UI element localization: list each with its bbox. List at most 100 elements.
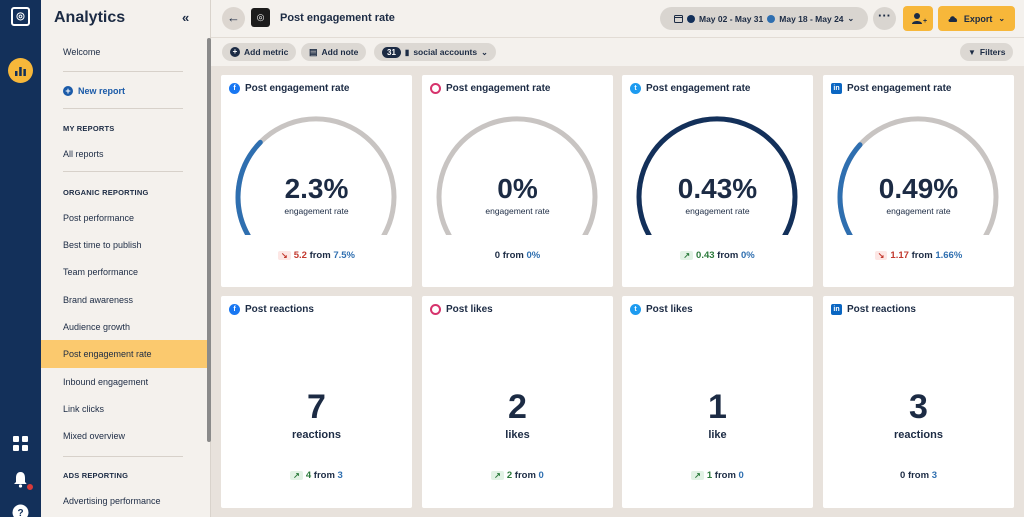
gauge-chart	[636, 116, 798, 235]
from-word: from	[907, 470, 930, 481]
previous-value: 0%	[740, 250, 755, 261]
accounts-count: 31	[382, 46, 401, 58]
from-word: from	[717, 250, 739, 261]
add-metric-label: Add metric	[244, 47, 289, 57]
date-range-picker[interactable]: May 02 - May 31 May 18 - May 24 ⌄	[660, 7, 868, 30]
new-report-button[interactable]: + New report	[63, 86, 125, 96]
metric-label: reactions	[292, 429, 341, 441]
filters-button[interactable]: ▼ Filters	[960, 43, 1014, 61]
count-metric-card: f Post reactions 7 reactions ↗ 4 from 3	[221, 296, 412, 508]
change-value: 1.17	[890, 250, 909, 261]
divider	[63, 171, 183, 172]
plus-icon: +	[63, 86, 73, 96]
card-title: Post engagement rate	[245, 83, 350, 94]
help-icon[interactable]: ?	[11, 503, 30, 517]
left-rail: ◎ ?	[0, 0, 41, 517]
report-toolbar: + Add metric ▤ Add note 31 ▮ social acco…	[211, 38, 1024, 66]
card-header: f Post reactions	[229, 304, 314, 315]
sidebar-item-welcome[interactable]: Welcome	[63, 47, 101, 57]
sidebar-item-advertising-performance[interactable]: Advertising performance	[63, 496, 161, 506]
card-title: Post engagement rate	[646, 83, 751, 94]
from-word: from	[309, 250, 331, 261]
gauge-fill	[636, 116, 798, 235]
gauge-fill	[235, 139, 263, 235]
metric-label: reactions	[894, 429, 943, 441]
analytics-bar-chart-icon[interactable]	[8, 58, 33, 83]
apps-grid-icon[interactable]	[11, 434, 30, 453]
card-header: t Post engagement rate	[630, 83, 750, 94]
more-options-icon[interactable]: ···	[873, 7, 896, 30]
facebook-icon: f	[229, 304, 240, 315]
card-title: Post engagement rate	[847, 83, 952, 94]
add-metric-button[interactable]: + Add metric	[222, 43, 297, 61]
change-value: 4	[305, 470, 312, 481]
count-metric-card: in Post reactions 3 reactions 0 from 3	[823, 296, 1014, 508]
card-header: t Post likes	[630, 304, 693, 315]
engagement-rate-card: in Post engagement rate 0.49% engagement…	[823, 75, 1014, 287]
trend-up-icon: ↗	[680, 251, 694, 260]
twitter-icon: t	[630, 83, 641, 94]
sidebar-item-post-engagement-rate[interactable]: Post engagement rate	[41, 340, 207, 368]
svg-text:?: ?	[17, 508, 23, 517]
sidebar-item-post-performance[interactable]: Post performance	[63, 213, 135, 223]
trend-down-icon: ↘	[874, 251, 888, 260]
share-user-button[interactable]: +	[903, 6, 933, 31]
metric-label: engagement rate	[886, 206, 951, 216]
gauge-chart	[235, 116, 397, 235]
from-word: from	[911, 250, 933, 261]
sidebar-item-best-time[interactable]: Best time to publish	[63, 240, 142, 250]
sidebar-scrollbar[interactable]	[207, 38, 211, 442]
add-note-button[interactable]: ▤ Add note	[301, 43, 367, 61]
comparison: ↗ 4 from 3	[221, 470, 412, 481]
sidebar-item-link-clicks[interactable]: Link clicks	[63, 404, 105, 414]
card-title: Post engagement rate	[446, 83, 551, 94]
card-header: Post engagement rate	[430, 83, 550, 94]
previous-value: 0	[538, 470, 544, 481]
trend-down-icon: ↘	[278, 251, 291, 260]
card-header: Post likes	[430, 304, 493, 315]
comparison: ↘ 1.17 from 1.66%	[823, 250, 1014, 261]
sidebar-item-all-reports[interactable]: All reports	[63, 149, 104, 159]
social-accounts-selector[interactable]: 31 ▮ social accounts ⌄	[374, 43, 496, 61]
card-header: f Post engagement rate	[229, 83, 349, 94]
ads-reporting-heading: ADS REPORTING	[63, 471, 129, 480]
metric-label: engagement rate	[485, 206, 550, 216]
card-title: Post reactions	[847, 304, 916, 315]
my-reports-heading: MY REPORTS	[63, 124, 115, 133]
double-chevron-left-icon[interactable]: «	[182, 10, 190, 25]
calendar-icon	[674, 15, 683, 23]
trend-up-icon: ↗	[691, 471, 704, 480]
engagement-rate-card: Post engagement rate 0% engagement rate …	[422, 75, 613, 287]
new-report-label: New report	[78, 86, 126, 96]
twitter-icon: t	[630, 304, 641, 315]
change-value: 5.2	[293, 250, 307, 261]
export-button[interactable]: Export ⌄	[938, 6, 1015, 31]
comparison: ↗ 0.43 from 0%	[622, 250, 813, 261]
sidebar-item-audience-growth[interactable]: Audience growth	[63, 322, 131, 332]
back-arrow-icon[interactable]: ←	[222, 7, 245, 30]
comparison: 0 from 0%	[422, 250, 613, 261]
metric-value: 0%	[497, 173, 538, 204]
compare-range-dot	[767, 14, 776, 23]
count-metric-card: Post likes 2 likes ↗ 2 from 0	[422, 296, 613, 508]
metric-value: 2.3%	[284, 173, 349, 204]
add-user-icon: +	[912, 13, 927, 25]
metric-label: likes	[505, 429, 530, 441]
previous-value: 1.66%	[935, 250, 963, 261]
card-header: in Post reactions	[831, 304, 916, 315]
sidebar-item-brand-awareness[interactable]: Brand awareness	[63, 295, 134, 305]
bell-icon[interactable]	[11, 470, 30, 489]
previous-value: 0	[738, 470, 744, 481]
date-range-compare: May 18 - May 24	[779, 13, 844, 24]
analytics-sidebar: Analytics « Welcome + New report MY REPO…	[41, 0, 211, 517]
sidebar-item-mixed-overview[interactable]: Mixed overview	[63, 431, 126, 441]
chevron-down-icon: ⌄	[998, 14, 1006, 23]
owl-report-icon: ◎	[251, 8, 270, 27]
from-word: from	[313, 470, 335, 481]
sidebar-item-team-performance[interactable]: Team performance	[63, 267, 139, 277]
owl-logo-icon[interactable]: ◎	[11, 7, 30, 26]
sidebar-item-inbound-engagement[interactable]: Inbound engagement	[63, 377, 149, 387]
previous-value: 7.5%	[333, 250, 355, 261]
gauge-chart	[436, 116, 598, 235]
from-word: from	[502, 250, 524, 261]
